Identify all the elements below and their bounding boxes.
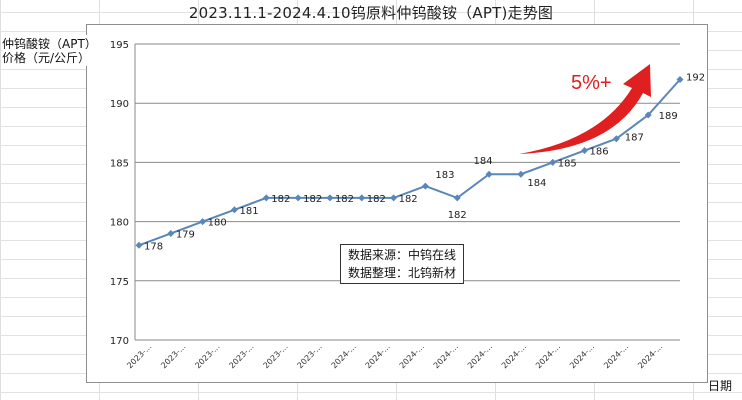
note-line-compiler: 数据整理：北钨新材 [347, 266, 456, 280]
data-point-3 [230, 206, 238, 214]
x-tick-label-12: 2024-... [534, 342, 562, 370]
y-tick-label-4: 190 [110, 99, 129, 110]
x-tick-label-14: 2024-... [602, 342, 630, 370]
data-label-10: 182 [448, 210, 467, 221]
data-point-12 [517, 170, 525, 178]
data-point-16 [644, 111, 652, 119]
data-point-0 [135, 241, 143, 249]
data-label-11: 184 [474, 156, 493, 167]
data-source-note: 数据来源：中钨在线 数据整理：北钨新材 [340, 244, 464, 284]
data-point-1 [167, 229, 175, 237]
x-tick-label-5: 2023-... [296, 342, 324, 370]
data-label-8: 182 [399, 194, 418, 205]
x-tick-label-8: 2024-... [398, 342, 426, 370]
data-label-1: 179 [176, 229, 195, 240]
x-tick-label-2: 2023-... [193, 342, 221, 370]
x-tick-label-11: 2024-... [500, 342, 528, 370]
x-tick-label-15: 2024-... [636, 342, 664, 370]
note-line-source: 数据来源：中钨在线 [347, 248, 456, 262]
data-point-2 [199, 218, 207, 226]
data-label-17: 192 [686, 73, 705, 84]
data-label-15: 187 [625, 133, 644, 144]
x-tick-label-1: 2023-... [159, 342, 187, 370]
chart-area [86, 24, 708, 383]
data-point-15 [612, 135, 620, 143]
data-label-7: 182 [367, 194, 386, 205]
data-label-6: 182 [335, 194, 354, 205]
data-label-5: 182 [303, 194, 322, 205]
data-label-3: 181 [239, 206, 258, 217]
data-label-9: 183 [435, 170, 454, 181]
y-tick-label-1: 175 [110, 277, 129, 288]
data-point-5 [294, 194, 302, 202]
x-tick-label-13: 2024-... [568, 342, 596, 370]
x-tick-label-10: 2024-... [466, 342, 494, 370]
data-point-10 [453, 194, 461, 202]
x-tick-label-6: 2024-... [330, 342, 358, 370]
data-point-8 [390, 194, 398, 202]
data-label-0: 178 [144, 241, 163, 252]
data-label-13: 185 [558, 158, 577, 169]
data-point-4 [262, 194, 270, 202]
x-tick-label-7: 2024-... [364, 342, 392, 370]
chart-title: 2023.11.1-2024.4.10钨原料仲钨酸铵（APT)走势图 [188, 4, 554, 22]
series-line [138, 78, 681, 247]
data-point-6 [326, 194, 334, 202]
x-tick-label-4: 2023-... [261, 342, 289, 370]
data-label-14: 186 [590, 147, 609, 158]
x-tick-label-3: 2023-... [227, 342, 255, 370]
y-tick-label-5: 195 [110, 40, 129, 51]
data-point-9 [421, 182, 429, 190]
y-tick-label-2: 180 [110, 218, 129, 229]
growth-annotation: 5%+ [571, 72, 612, 94]
data-label-12: 184 [527, 178, 546, 189]
x-tick-label-9: 2024-... [432, 342, 460, 370]
y-tick-label-0: 170 [110, 336, 129, 347]
data-label-2: 180 [208, 218, 227, 229]
y-axis-label-line-2: 价格（元/公斤） [2, 49, 91, 66]
data-label-4: 182 [271, 194, 290, 205]
x-axis-label: 日期 [708, 379, 733, 393]
data-label-16: 189 [659, 111, 678, 122]
y-axis-label-line-1: 仲钨酸铵（APT） [2, 35, 97, 52]
data-point-11 [485, 170, 493, 178]
data-point-14 [581, 147, 589, 155]
data-point-13 [549, 158, 557, 166]
growth-arrow [519, 64, 651, 154]
data-point-17 [676, 76, 684, 84]
y-tick-label-3: 185 [110, 158, 129, 169]
data-point-7 [358, 194, 366, 202]
x-tick-label-0: 2023-... [125, 342, 153, 370]
